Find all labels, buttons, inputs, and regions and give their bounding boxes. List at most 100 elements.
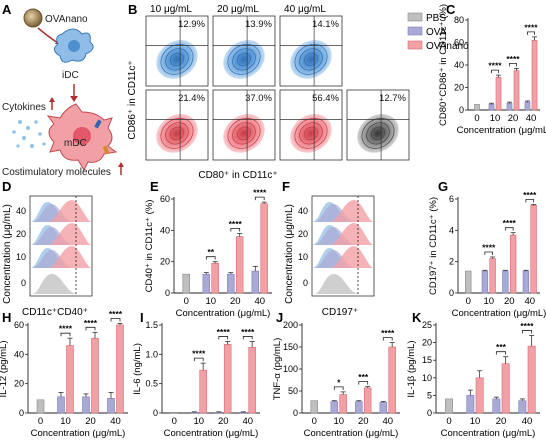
y-tick-label: 0	[153, 408, 158, 418]
bar-ovanano	[495, 77, 502, 111]
hist-frame	[311, 195, 375, 297]
costim-molecule-icon	[94, 119, 102, 129]
significance-bracket	[230, 228, 241, 232]
panel-k-chart: K 0 5 10 15 20 25 IL-1β (pg/mL) 0 10 20 40Concentra…	[406, 310, 540, 439]
flow-contour	[366, 122, 390, 145]
panel-letter: G	[438, 179, 448, 194]
significance-bracket	[205, 256, 216, 260]
flow-contour	[361, 117, 395, 149]
bar-ova	[215, 412, 223, 414]
flow-percent-bottom: 56.4%	[312, 93, 339, 104]
y-tick-label: 1.0	[145, 349, 158, 359]
y-tick-label: 15	[422, 355, 432, 365]
bar-ova	[251, 270, 260, 294]
uptake-arrow	[37, 27, 59, 44]
bar-ova	[481, 270, 489, 294]
idc-label: iDC	[62, 70, 79, 81]
significance-bracket	[218, 336, 229, 340]
hist-tick-label: 10	[16, 252, 26, 262]
x-tick-label: 20	[230, 296, 241, 307]
bar-pbs	[170, 412, 178, 414]
flow-contour	[160, 43, 194, 75]
costim-label: Costimulatory molecules	[2, 167, 111, 178]
bar-ovanano	[489, 258, 496, 294]
y-axis-label: IL-6 (ng/mL)	[132, 343, 143, 395]
y-tick-label: 1.5	[145, 320, 158, 330]
x-tick-label: 40	[522, 416, 533, 427]
significance-label: ****	[482, 242, 496, 252]
significance-label: ****	[229, 219, 243, 229]
legend-swatch-pbs	[407, 12, 423, 22]
y-axis-label: TNF-α (pg/mL)	[272, 338, 283, 401]
bar-pbs	[445, 398, 453, 414]
bar-ovanano	[531, 39, 538, 111]
y-tick-label: 0	[165, 288, 170, 298]
panel-b-letter: B	[128, 2, 137, 17]
ovanano-label: OVAnano	[45, 14, 88, 25]
x-tick-label: 10	[193, 416, 204, 427]
y-tick-label: 20	[160, 257, 170, 267]
x-tick-label: 10	[470, 416, 481, 427]
y-tick-label: 100	[283, 364, 298, 374]
y-tick-label: 20	[14, 379, 24, 389]
y-tick-label: 0	[19, 408, 24, 418]
y-tick-label: 0	[449, 288, 454, 298]
hist-pbs-trace	[314, 274, 360, 294]
flow-percent-top: 14.1%	[312, 19, 339, 30]
ovanano-particle-icon	[23, 8, 43, 28]
significance-label: ****	[84, 318, 98, 328]
panel-d: D Concentration (μg/mL) CD11c⁺CD40⁺ 40 20…	[2, 179, 93, 318]
y-tick-label: 2	[449, 257, 454, 267]
hist-f-xlabel: CD197⁺	[322, 307, 358, 318]
y-tick-label: 20	[454, 83, 464, 93]
bar-ova	[202, 273, 211, 294]
y-tick-label: 0.5	[145, 379, 158, 389]
x-tick-label: 40	[526, 113, 537, 124]
bar-ova	[524, 101, 531, 111]
significance-bracket	[525, 199, 535, 203]
conc-header-20: 20 μg/mL	[217, 4, 259, 15]
flow-contour	[232, 122, 256, 145]
hist-ovanano-trace	[48, 246, 92, 268]
hist-ovanano-trace	[48, 223, 92, 245]
bar-ova	[82, 396, 90, 414]
flow-contour	[294, 43, 328, 75]
flow-contour	[227, 117, 261, 149]
y-tick-label: 10	[422, 373, 432, 383]
significance-label: ***	[496, 342, 507, 352]
y-tick-label: 40	[454, 60, 464, 70]
bar-ova	[239, 412, 248, 414]
x-axis-label: Concentration (μg/mL)	[457, 125, 546, 136]
bar-ova	[107, 398, 115, 414]
hist-tick-label: 40	[298, 206, 308, 216]
significance-bracket	[521, 330, 533, 334]
bar-ova	[488, 104, 495, 111]
x-tick-label: 10	[333, 416, 344, 427]
y-tick-label: 5	[427, 390, 432, 400]
y-tick-label: 25	[422, 320, 432, 330]
flow-contour	[227, 43, 261, 75]
panel-letter: H	[2, 310, 11, 325]
significance-bracket	[509, 62, 517, 67]
y-tick-label: 0	[459, 105, 464, 115]
bar-pbs	[36, 399, 45, 414]
bar-ovanano	[513, 70, 520, 111]
panel-letter: C	[446, 2, 456, 17]
bar-ova	[57, 396, 65, 414]
flow-percent-top: 12.9%	[178, 19, 205, 30]
x-tick-label: 0	[172, 416, 177, 427]
significance-bracket	[110, 318, 121, 322]
flow-percent-bottom: 37.0%	[245, 93, 272, 104]
bar-ovanano	[501, 363, 510, 414]
bar-ovanano	[223, 344, 232, 414]
bar-ovanano	[530, 204, 537, 294]
significance-label: ****	[503, 218, 517, 228]
significance-bracket	[484, 251, 494, 255]
significance-bracket	[504, 227, 514, 231]
panel-f: F Concentration (μg/mL) CD197⁺ 40 20 10 0	[282, 179, 375, 318]
flow-percent-bottom: 12.7%	[379, 93, 406, 104]
y-tick-label: 0	[293, 408, 298, 418]
significance-label: ****	[109, 309, 123, 319]
x-axis-label: Concentration (μg/mL)	[31, 428, 126, 439]
